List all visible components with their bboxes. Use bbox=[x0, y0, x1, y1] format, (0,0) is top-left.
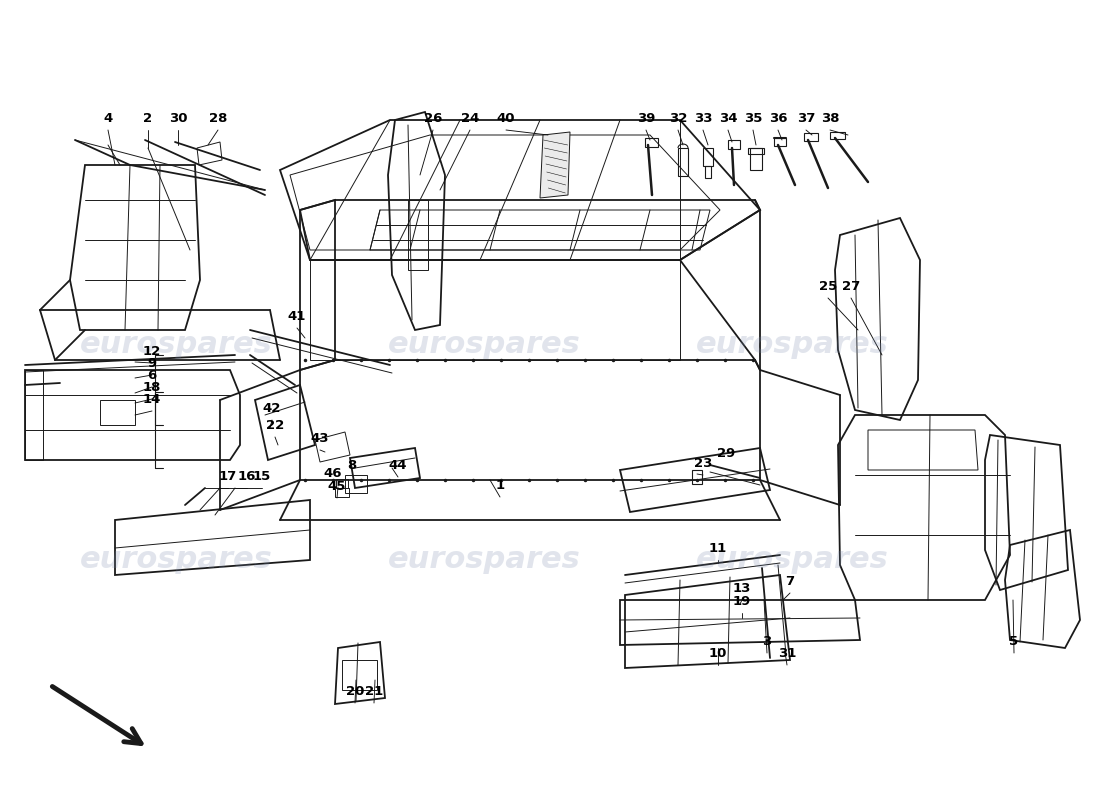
Bar bbox=[830, 132, 845, 139]
Text: 16: 16 bbox=[238, 470, 256, 483]
Text: eurospares: eurospares bbox=[695, 330, 889, 358]
Text: 23: 23 bbox=[694, 457, 712, 470]
Text: 18: 18 bbox=[143, 381, 162, 394]
Text: 21: 21 bbox=[365, 685, 383, 698]
Text: eurospares: eurospares bbox=[79, 546, 273, 574]
Polygon shape bbox=[540, 132, 570, 198]
Text: eurospares: eurospares bbox=[79, 330, 273, 358]
Text: 4: 4 bbox=[103, 112, 112, 125]
Text: 13: 13 bbox=[733, 582, 751, 595]
Bar bbox=[728, 140, 740, 149]
Bar bbox=[748, 148, 764, 154]
Text: 1: 1 bbox=[495, 479, 505, 492]
Text: 14: 14 bbox=[143, 393, 162, 406]
Bar bbox=[678, 148, 688, 176]
Text: 32: 32 bbox=[669, 112, 688, 125]
Text: 3: 3 bbox=[762, 635, 771, 648]
Text: 17: 17 bbox=[219, 470, 238, 483]
Text: 33: 33 bbox=[694, 112, 713, 125]
Bar bbox=[342, 660, 377, 690]
Bar bbox=[336, 479, 348, 488]
Text: 38: 38 bbox=[821, 112, 839, 125]
Text: 8: 8 bbox=[348, 459, 356, 472]
Text: 5: 5 bbox=[1010, 635, 1019, 648]
Bar bbox=[804, 133, 818, 141]
Text: 2: 2 bbox=[143, 112, 153, 125]
Text: 36: 36 bbox=[769, 112, 788, 125]
Text: 34: 34 bbox=[718, 112, 737, 125]
Text: eurospares: eurospares bbox=[695, 546, 889, 574]
Text: 24: 24 bbox=[461, 112, 480, 125]
Text: eurospares: eurospares bbox=[387, 546, 581, 574]
Text: 10: 10 bbox=[708, 647, 727, 660]
Text: 30: 30 bbox=[168, 112, 187, 125]
Text: 29: 29 bbox=[717, 447, 735, 460]
Text: 19: 19 bbox=[733, 595, 751, 608]
Text: 31: 31 bbox=[778, 647, 796, 660]
Text: 28: 28 bbox=[209, 112, 228, 125]
Text: 41: 41 bbox=[288, 310, 306, 323]
Text: 35: 35 bbox=[744, 112, 762, 125]
Text: 45: 45 bbox=[328, 480, 346, 493]
Bar bbox=[750, 148, 762, 170]
Text: eurospares: eurospares bbox=[387, 330, 581, 358]
Text: 42: 42 bbox=[263, 402, 282, 415]
Text: 26: 26 bbox=[424, 112, 442, 125]
Text: 11: 11 bbox=[708, 542, 727, 555]
Bar bbox=[345, 475, 367, 493]
Text: 20: 20 bbox=[345, 685, 364, 698]
Text: 22: 22 bbox=[266, 419, 284, 432]
Text: 40: 40 bbox=[497, 112, 515, 125]
Bar bbox=[336, 488, 349, 497]
Bar bbox=[25, 370, 43, 460]
Text: 9: 9 bbox=[147, 357, 156, 370]
Text: 7: 7 bbox=[785, 575, 794, 588]
Text: 37: 37 bbox=[796, 112, 815, 125]
Text: 15: 15 bbox=[253, 470, 271, 483]
Text: 46: 46 bbox=[323, 467, 342, 480]
Bar bbox=[645, 138, 658, 147]
Text: 27: 27 bbox=[842, 280, 860, 293]
Text: 6: 6 bbox=[147, 369, 156, 382]
Text: 12: 12 bbox=[143, 345, 161, 358]
Text: 39: 39 bbox=[637, 112, 656, 125]
Bar bbox=[692, 470, 702, 484]
Bar bbox=[774, 138, 786, 146]
Text: 43: 43 bbox=[310, 432, 329, 445]
Text: 25: 25 bbox=[818, 280, 837, 293]
Text: 44: 44 bbox=[388, 459, 407, 472]
Bar bbox=[703, 148, 713, 166]
Bar bbox=[705, 166, 711, 178]
Bar bbox=[408, 200, 428, 270]
Bar bbox=[100, 400, 135, 425]
